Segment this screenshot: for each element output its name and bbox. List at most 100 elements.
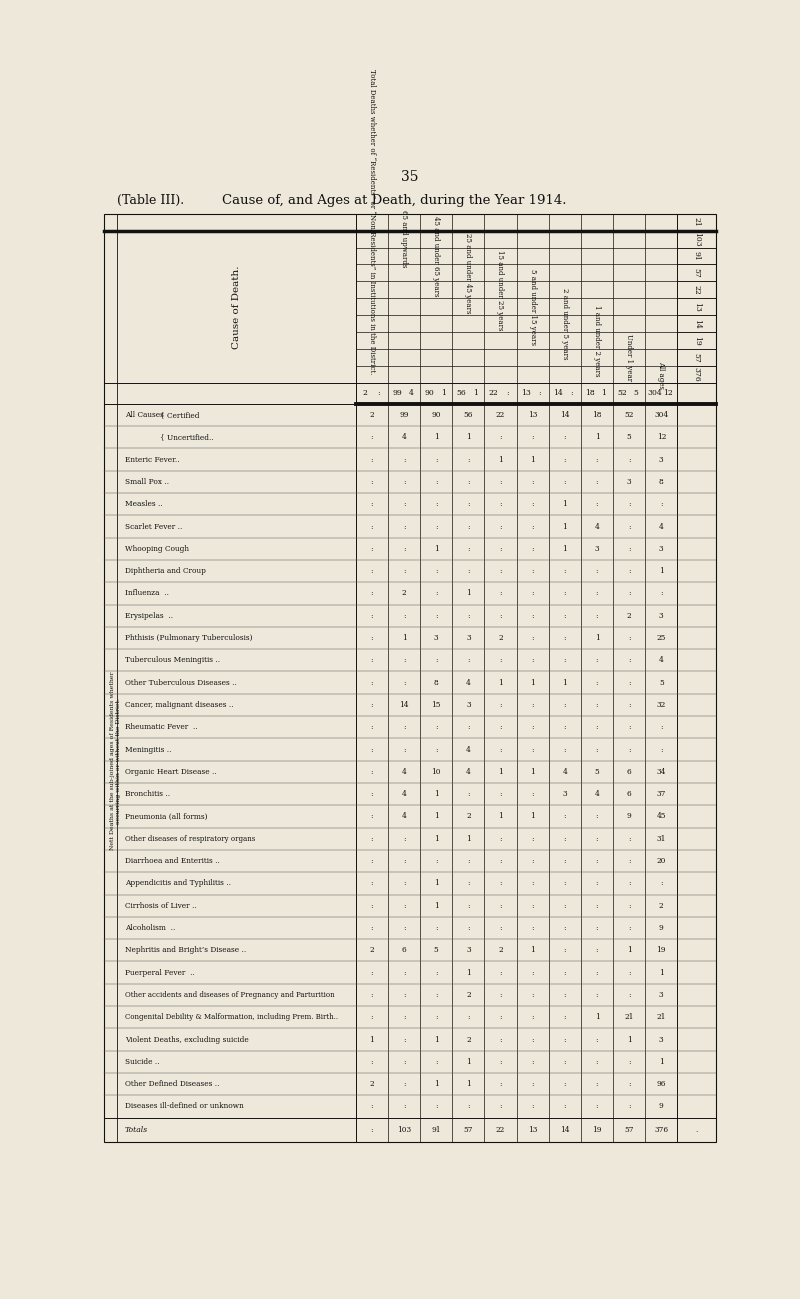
Text: :: : (370, 1057, 373, 1066)
Text: :: : (370, 612, 373, 620)
Text: Other diseases of respiratory organs: Other diseases of respiratory organs (125, 835, 255, 843)
Text: :: : (596, 857, 598, 865)
Text: :: : (402, 522, 406, 530)
Text: :: : (467, 857, 470, 865)
Text: :: : (499, 790, 502, 798)
Text: :: : (531, 790, 534, 798)
Text: 4: 4 (466, 768, 470, 776)
Text: 3: 3 (659, 544, 664, 553)
Text: :: : (370, 812, 373, 821)
Text: :: : (628, 924, 630, 931)
Text: 6: 6 (402, 946, 406, 955)
Text: Whooping Cough: Whooping Cough (125, 544, 189, 553)
Text: :: : (570, 390, 573, 397)
Text: :: : (531, 969, 534, 977)
Text: :: : (402, 568, 406, 575)
Text: 3: 3 (627, 478, 631, 486)
Text: 5: 5 (626, 434, 631, 442)
Text: 19: 19 (592, 1126, 602, 1134)
Text: :: : (563, 835, 566, 843)
Text: :: : (531, 656, 534, 664)
Text: Suicide ..: Suicide .. (125, 1057, 159, 1066)
Text: 9: 9 (659, 924, 664, 931)
Text: Tuberculous Meningitis ..: Tuberculous Meningitis .. (125, 656, 220, 664)
Text: :: : (370, 522, 373, 530)
Text: :: : (596, 1081, 598, 1089)
Text: :: : (628, 678, 630, 687)
Text: :: : (435, 924, 438, 931)
Text: 4: 4 (466, 678, 470, 687)
Text: 103: 103 (693, 231, 701, 247)
Text: 4: 4 (562, 768, 567, 776)
Text: :: : (531, 568, 534, 575)
Text: 2: 2 (466, 1035, 470, 1043)
Text: 1: 1 (466, 835, 470, 843)
Text: :: : (531, 879, 534, 887)
Text: :: : (370, 746, 373, 753)
Text: 1: 1 (441, 390, 446, 397)
Text: All Causes: All Causes (125, 410, 164, 420)
Text: :: : (370, 835, 373, 843)
Text: 25: 25 (657, 634, 666, 642)
Text: 21: 21 (693, 217, 701, 227)
Text: :: : (506, 390, 509, 397)
Text: :: : (596, 568, 598, 575)
Text: 15: 15 (431, 701, 441, 709)
Text: :: : (402, 902, 406, 909)
Text: 96: 96 (657, 1081, 666, 1089)
Text: 1: 1 (370, 1035, 374, 1043)
Text: :: : (563, 656, 566, 664)
Text: :: : (628, 835, 630, 843)
Text: :: : (596, 835, 598, 843)
Text: 1: 1 (498, 768, 503, 776)
Text: :: : (499, 857, 502, 865)
Text: :: : (370, 768, 373, 776)
Text: :: : (596, 946, 598, 955)
Text: 5: 5 (434, 946, 438, 955)
Text: 4: 4 (659, 656, 664, 664)
Text: .: . (695, 1126, 698, 1134)
Text: :: : (499, 500, 502, 508)
Text: :: : (628, 701, 630, 709)
Text: :: : (628, 1103, 630, 1111)
Text: 22: 22 (693, 284, 701, 295)
Text: :: : (628, 1081, 630, 1089)
Text: :: : (563, 946, 566, 955)
Text: :: : (378, 390, 380, 397)
Text: 90: 90 (424, 390, 434, 397)
Text: :: : (596, 612, 598, 620)
Text: :: : (402, 1081, 406, 1089)
Text: 1: 1 (562, 678, 567, 687)
Text: 5: 5 (634, 390, 638, 397)
Text: :: : (467, 522, 470, 530)
Text: :: : (402, 991, 406, 999)
Text: :: : (499, 902, 502, 909)
Text: 8: 8 (434, 678, 438, 687)
Text: :: : (370, 1013, 373, 1021)
Text: :: : (467, 724, 470, 731)
Text: :: : (370, 634, 373, 642)
Text: :: : (499, 879, 502, 887)
Text: 5 and under 15 years: 5 and under 15 years (529, 269, 537, 344)
Text: :: : (660, 500, 662, 508)
Text: :: : (628, 568, 630, 575)
Text: 4: 4 (594, 790, 599, 798)
Text: 3: 3 (659, 991, 664, 999)
Text: 2: 2 (402, 590, 406, 598)
Text: 14: 14 (553, 390, 562, 397)
Text: 1: 1 (434, 835, 438, 843)
Text: :: : (370, 544, 373, 553)
Text: 2: 2 (370, 1081, 374, 1089)
Text: 2: 2 (370, 946, 374, 955)
Text: :: : (596, 590, 598, 598)
Text: 1: 1 (602, 390, 606, 397)
Text: :: : (628, 656, 630, 664)
Text: 3: 3 (659, 612, 664, 620)
Text: 52: 52 (625, 410, 634, 420)
Text: :: : (402, 924, 406, 931)
Text: :: : (563, 1013, 566, 1021)
Text: 1: 1 (659, 1057, 664, 1066)
Text: 91: 91 (431, 1126, 441, 1134)
Text: :: : (402, 746, 406, 753)
Text: :: : (402, 879, 406, 887)
